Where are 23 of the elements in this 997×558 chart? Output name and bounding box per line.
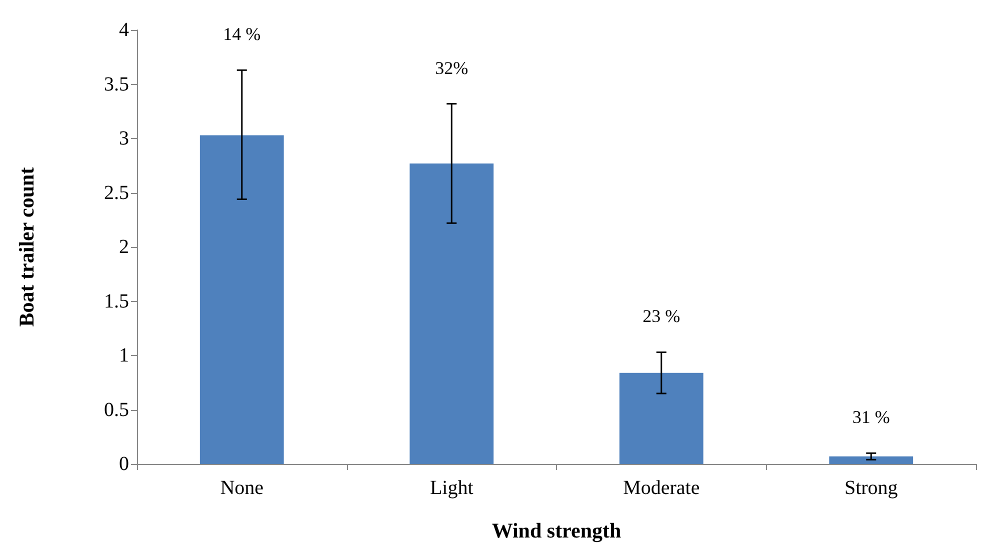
y-axis-title: Boat trailer count (14, 167, 38, 327)
bar (200, 135, 284, 464)
x-axis-title: Wind strength (492, 518, 622, 542)
annotation: 23 % (642, 306, 680, 326)
x-tick-label: Moderate (623, 477, 700, 499)
y-tick-label: 0 (119, 453, 129, 475)
y-tick-label: 0.5 (104, 398, 129, 421)
bar (410, 163, 494, 464)
y-tick-label: 1 (119, 344, 129, 366)
x-tick-label: Strong (844, 477, 898, 499)
y-tick-label: 2 (119, 236, 129, 258)
x-tick-label: None (220, 477, 264, 499)
y-tick-label: 3.5 (104, 73, 129, 96)
annotation: 32% (435, 58, 468, 78)
bar (829, 456, 914, 464)
y-tick-label: 2.5 (104, 182, 129, 204)
x-tick-label: Light (430, 477, 474, 499)
bar (619, 372, 704, 464)
annotation: 14 % (223, 24, 261, 44)
y-tick-label: 1.5 (104, 290, 129, 312)
y-tick-label: 3 (119, 128, 129, 150)
annotation: 31 % (852, 407, 890, 428)
y-tick-label: 4 (119, 19, 129, 41)
